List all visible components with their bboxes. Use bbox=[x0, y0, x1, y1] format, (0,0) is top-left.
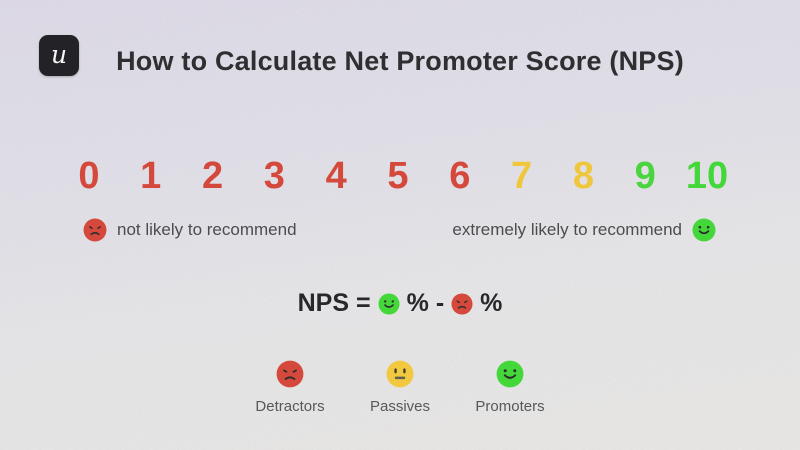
sad-face-icon bbox=[451, 292, 473, 315]
happy-face-icon bbox=[496, 360, 524, 388]
rating-scale: 0 1 2 3 4 5 6 7 8 9 10 bbox=[58, 156, 738, 198]
scale-number: 7 bbox=[511, 155, 533, 197]
low-end-caption: not likely to recommend bbox=[83, 217, 297, 243]
sad-face-icon bbox=[276, 360, 304, 388]
scale-number: 2 bbox=[201, 155, 224, 197]
formula-lhs: NPS = bbox=[297, 289, 371, 317]
legend-item-detractors: Detractors bbox=[248, 360, 332, 415]
segment-legend: Detractors Passives Promoters bbox=[0, 360, 800, 415]
formula-percent: % bbox=[406, 289, 429, 317]
happy-face-icon bbox=[378, 292, 400, 315]
scale-number: 9 bbox=[634, 155, 656, 197]
brand-logo: u bbox=[39, 35, 79, 76]
high-caption-text: extremely likely to recommend bbox=[452, 220, 682, 239]
scale-number: 0 bbox=[78, 155, 100, 197]
high-end-caption: extremely likely to recommend bbox=[452, 217, 716, 243]
scale-number: 10 bbox=[685, 155, 729, 197]
neutral-face-icon bbox=[386, 360, 414, 388]
legend-label: Passives bbox=[369, 398, 431, 415]
legend-label: Promoters bbox=[475, 398, 545, 415]
legend-label: Detractors bbox=[255, 398, 325, 415]
scale-number: 1 bbox=[140, 155, 162, 197]
scale-number: 5 bbox=[387, 155, 409, 197]
nps-formula: NPS = % - % bbox=[0, 289, 800, 318]
sad-face-icon bbox=[83, 218, 107, 242]
scale-number: 3 bbox=[263, 155, 285, 197]
legend-item-promoters: Promoters bbox=[468, 360, 552, 415]
legend-item-passives: Passives bbox=[358, 360, 442, 415]
scale-number: 6 bbox=[449, 155, 471, 197]
low-caption-text: not likely to recommend bbox=[117, 220, 297, 239]
scale-number: 8 bbox=[572, 155, 594, 197]
brand-logo-letter: u bbox=[50, 40, 68, 69]
page-title: How to Calculate Net Promoter Score (NPS… bbox=[116, 46, 684, 76]
formula-percent: % bbox=[480, 289, 503, 317]
happy-face-icon bbox=[692, 218, 716, 242]
scale-number: 4 bbox=[325, 155, 347, 197]
formula-minus: - bbox=[435, 289, 445, 317]
